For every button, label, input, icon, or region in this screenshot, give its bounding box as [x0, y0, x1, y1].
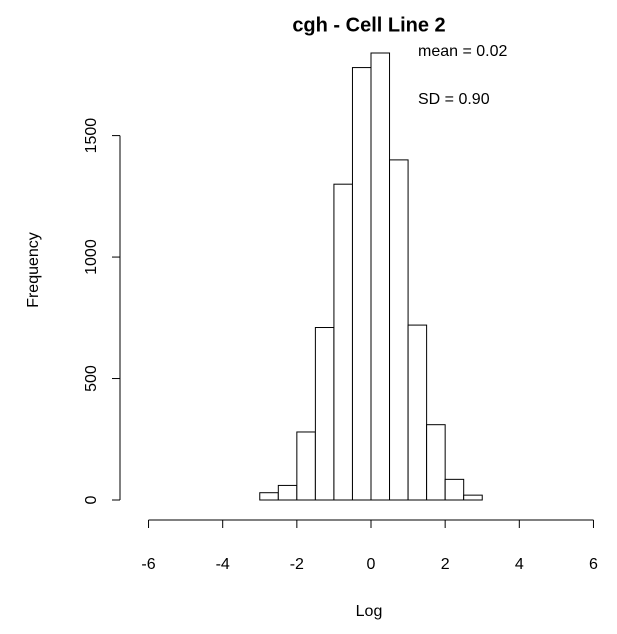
bar	[463, 494, 483, 501]
bar	[370, 52, 391, 501]
x-tick-label: -4	[216, 556, 230, 573]
x-tick-label: 2	[441, 556, 450, 573]
x-tick-label: 6	[589, 556, 598, 573]
y-tick-label: 1500	[83, 118, 100, 154]
x-tick-label: -6	[141, 556, 155, 573]
bar	[389, 159, 409, 501]
annotation: mean = 0.02	[418, 43, 508, 60]
bar	[259, 492, 279, 501]
x-tick-label: -2	[290, 556, 304, 573]
y-tick-label: 1000	[83, 239, 100, 275]
y-tick-label: 500	[83, 365, 100, 392]
bar	[314, 327, 335, 501]
x-axis-label: Log	[356, 603, 383, 620]
x-tick-label: 0	[367, 556, 376, 573]
bar	[333, 183, 353, 501]
x-tick-label: 4	[515, 556, 524, 573]
annotation: SD = 0.90	[418, 91, 490, 108]
bar	[407, 324, 428, 501]
bar	[444, 478, 465, 501]
bar	[351, 67, 372, 501]
bar	[296, 431, 316, 501]
chart-title: cgh - Cell Line 2	[292, 14, 445, 36]
y-axis-label: Frequency	[25, 232, 42, 308]
y-tick-label: 0	[83, 495, 100, 504]
bar	[277, 484, 298, 501]
bar	[426, 424, 446, 501]
